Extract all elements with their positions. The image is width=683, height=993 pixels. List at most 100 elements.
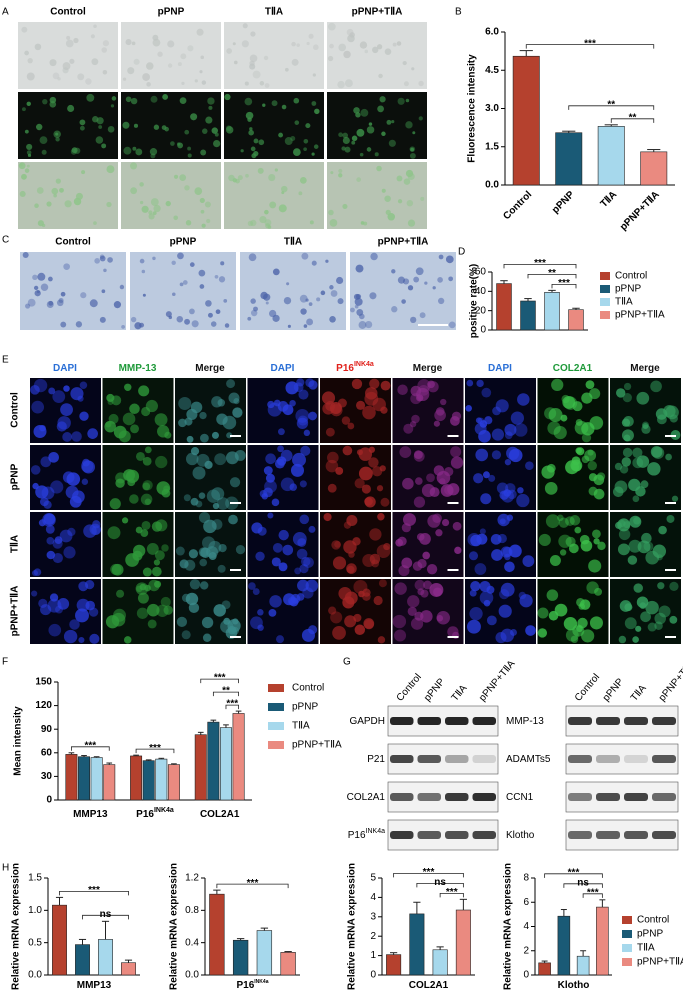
significance-bracket <box>527 273 577 279</box>
cell <box>412 131 416 135</box>
cell <box>37 272 46 281</box>
cell <box>205 300 212 307</box>
cell <box>73 37 79 44</box>
cell <box>211 127 218 134</box>
cell <box>293 97 300 104</box>
cell <box>372 46 379 54</box>
cell <box>669 615 678 624</box>
cell <box>354 304 359 309</box>
cell <box>356 449 363 456</box>
cell <box>196 28 204 36</box>
cell <box>69 619 80 630</box>
cell <box>405 121 413 129</box>
cell <box>337 298 344 305</box>
cell <box>107 526 121 540</box>
cell <box>504 423 517 436</box>
micrograph <box>320 445 391 510</box>
bar <box>52 904 67 976</box>
cell <box>185 220 192 226</box>
cell <box>79 125 85 131</box>
cell <box>396 41 402 46</box>
cell <box>391 306 398 313</box>
panel-letter: G <box>343 657 351 668</box>
cell <box>283 296 292 305</box>
panel-letter: C <box>2 235 9 246</box>
cell <box>656 414 667 425</box>
cell <box>105 615 120 629</box>
cell <box>244 97 253 106</box>
cell <box>466 619 481 634</box>
panel-letter: D <box>458 247 465 258</box>
legend-label: TⅡA <box>637 943 655 954</box>
cell <box>342 445 353 456</box>
cell <box>308 302 313 306</box>
cell <box>587 449 594 456</box>
cell <box>87 428 98 439</box>
y-tick-label: 4 <box>370 892 376 903</box>
bar <box>207 721 220 801</box>
cell <box>63 263 70 270</box>
cell <box>42 98 48 105</box>
cell <box>121 325 126 329</box>
significance-bracket <box>82 914 129 920</box>
protein-label-base: COL2A1 <box>347 792 386 803</box>
cell <box>217 564 226 573</box>
cell <box>362 554 376 568</box>
cell <box>211 487 225 501</box>
column-header: pPNP <box>158 7 185 18</box>
cell <box>296 43 300 47</box>
cell <box>267 512 274 519</box>
cell <box>621 429 634 442</box>
cell <box>89 299 98 308</box>
cell <box>384 48 392 55</box>
cell <box>199 558 208 567</box>
significance-label: *** <box>584 38 596 49</box>
error-bar <box>604 124 618 127</box>
cell <box>199 581 209 590</box>
cell <box>125 39 132 46</box>
cell <box>62 62 71 70</box>
column-header: P16INK4a <box>336 361 374 373</box>
column-header-base: Merge <box>195 363 225 374</box>
band <box>417 717 441 725</box>
cell <box>198 512 211 524</box>
cell <box>622 393 632 403</box>
cell <box>267 400 275 409</box>
cell <box>342 136 350 144</box>
protein-label: CCN1 <box>506 792 534 803</box>
cell <box>290 463 305 477</box>
y-tick-label: 90 <box>41 724 53 735</box>
cell <box>299 294 308 303</box>
cell <box>262 103 266 107</box>
cell <box>303 147 307 151</box>
cell <box>139 182 144 187</box>
cell <box>218 543 227 553</box>
error-bar <box>647 149 661 152</box>
cell <box>228 392 240 404</box>
cell <box>102 69 108 75</box>
cell <box>354 624 366 635</box>
cell <box>437 297 445 305</box>
cell <box>73 197 82 206</box>
cell <box>176 315 184 323</box>
column-header-base: COL2A1 <box>553 363 593 374</box>
cell <box>34 43 42 51</box>
error-bar <box>284 951 292 953</box>
cell <box>118 430 131 443</box>
legend-label: Control <box>292 683 324 694</box>
cell <box>199 70 203 74</box>
cell <box>67 104 75 112</box>
cell <box>597 541 606 551</box>
cell <box>584 449 597 462</box>
cell <box>392 42 397 47</box>
column-header-base: Merge <box>413 363 443 374</box>
cell <box>48 623 62 637</box>
cell <box>226 379 236 389</box>
band <box>652 717 676 725</box>
cell <box>39 136 48 145</box>
x-axis-label: Klotho <box>558 980 590 991</box>
cell <box>186 408 198 420</box>
cell <box>380 497 390 507</box>
cell <box>274 168 278 172</box>
cell <box>255 551 265 561</box>
